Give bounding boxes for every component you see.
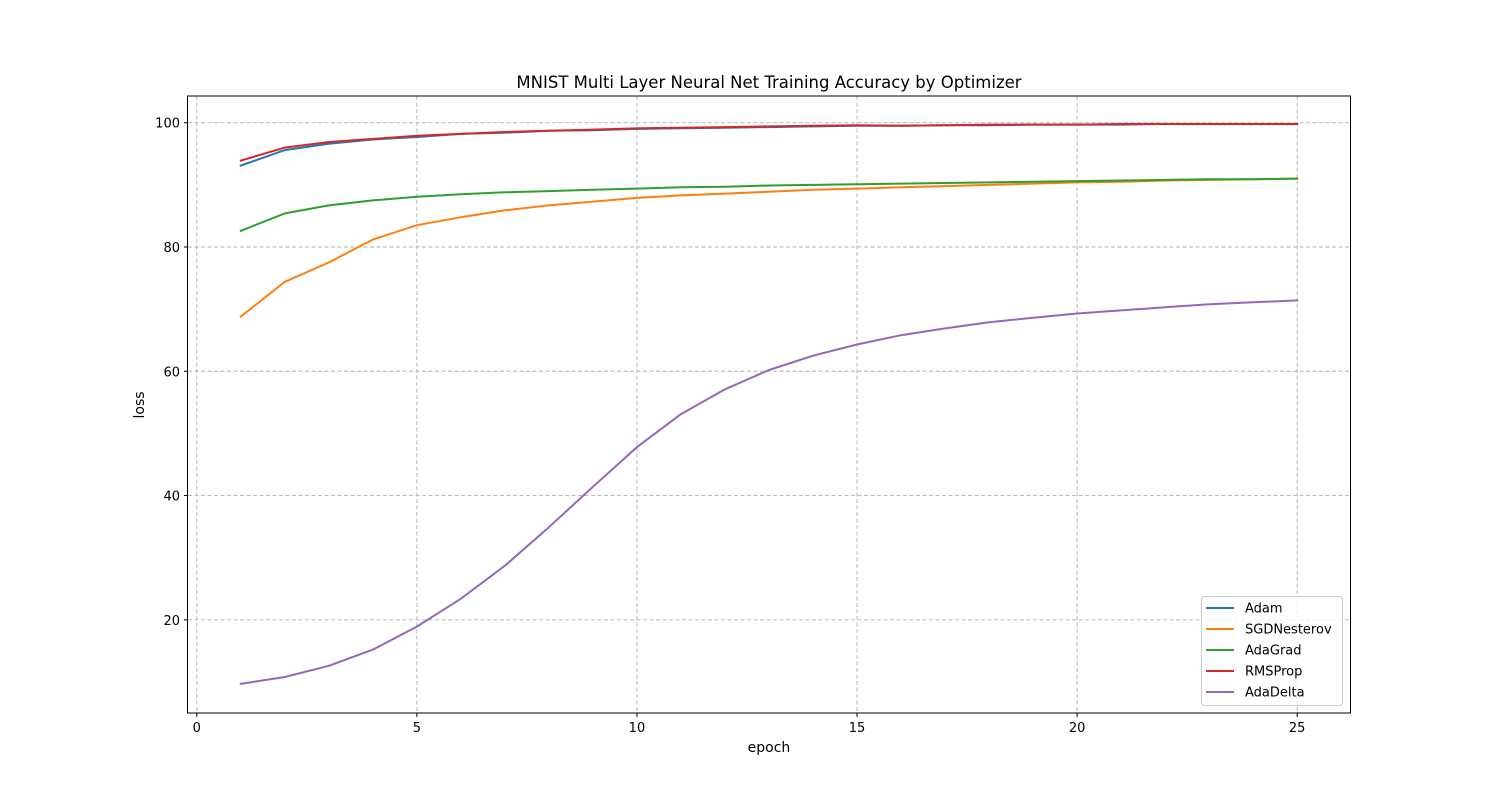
y-tick-label: 80 [163, 241, 180, 256]
series-line-sgdnesterov [239, 177, 1299, 319]
x-tick-label: 5 [413, 721, 421, 736]
legend-box [1201, 596, 1343, 706]
x-tick-label: 20 [1069, 721, 1086, 736]
series-line-rmsprop [239, 123, 1299, 162]
y-axis-label: loss [132, 391, 148, 418]
x-tick-label: 10 [629, 721, 646, 736]
x-tick-label: 25 [1289, 721, 1306, 736]
series-line-adadelta [239, 299, 1299, 685]
legend-label-adadelta: AdaDelta [1245, 686, 1305, 701]
y-tick-label: 60 [163, 365, 180, 380]
legend: Adam SGDNesterov AdaGrad RMSProp AdaDelta [1201, 596, 1343, 706]
legend-label-rmsprop: RMSProp [1245, 665, 1302, 680]
plot-frame [187, 95, 1351, 714]
x-tick-label: 0 [193, 721, 201, 736]
x-tick-label: 15 [849, 721, 866, 736]
grid-lines [188, 96, 1350, 713]
axis-ticks: 0 5 10 15 20 25 20 40 60 80 100 [155, 117, 1305, 736]
x-axis-label: epoch [748, 740, 791, 756]
y-tick-label: 100 [155, 117, 180, 132]
chart-title: MNIST Multi Layer Neural Net Training Ac… [516, 73, 1021, 92]
series-line-adagrad [239, 177, 1299, 233]
legend-label-adam: Adam [1245, 602, 1283, 617]
legend-label-adagrad: AdaGrad [1245, 644, 1302, 659]
y-tick-label: 40 [163, 490, 180, 505]
y-tick-label: 20 [163, 614, 180, 629]
legend-label-sgdnesterov: SGDNesterov [1245, 623, 1332, 638]
series-lines [239, 123, 1299, 685]
